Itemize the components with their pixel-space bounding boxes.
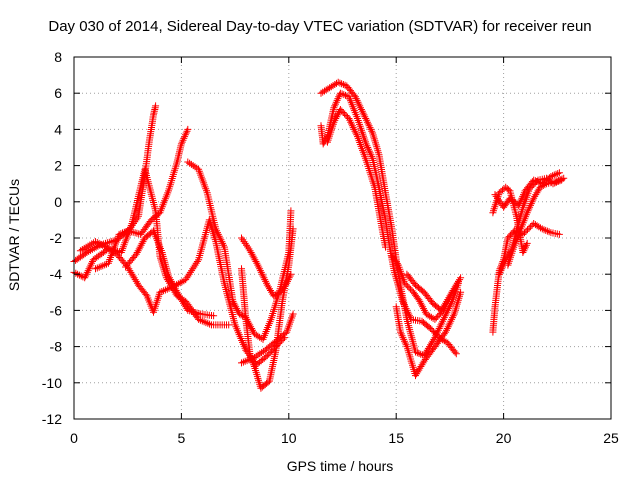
y-tick-label: -2: [50, 230, 63, 246]
series-track-15: [403, 270, 462, 314]
grid: [74, 57, 611, 419]
x-tick-label: 15: [388, 430, 404, 446]
series-track-8: [238, 234, 295, 300]
x-tick-label: 25: [603, 430, 619, 446]
series-markers: [122, 227, 218, 320]
x-tick-label: 5: [178, 430, 186, 446]
series-markers: [238, 225, 297, 392]
series-markers: [238, 310, 297, 367]
series-track-12: [324, 106, 389, 251]
x-tick-label: 20: [496, 430, 512, 446]
series-track-20: [504, 174, 568, 269]
y-tick-label: -12: [42, 411, 62, 427]
series-track-9: [238, 310, 297, 367]
series-markers: [403, 270, 462, 314]
series-markers: [324, 106, 389, 251]
series-track-16: [489, 220, 563, 336]
series-track-11: [317, 78, 462, 360]
y-tick-label: 4: [54, 121, 62, 137]
series-markers: [76, 216, 288, 369]
y-tick-label: 6: [54, 85, 62, 101]
series-markers: [489, 220, 563, 336]
y-tick-label: 8: [54, 49, 62, 65]
series-track-14: [392, 288, 465, 380]
y-tick-label: -6: [50, 302, 63, 318]
series-markers: [317, 78, 462, 360]
series-markers: [238, 234, 295, 300]
y-tick-label: -8: [50, 339, 63, 355]
x-tick-label: 0: [70, 430, 78, 446]
y-tick-label: 2: [54, 158, 62, 174]
ticks: 0 5 10 15 20 25 -12 -10 -8 -6 -4 -2 0 2 4 6 8: [42, 49, 619, 446]
y-axis-label: SDTVAR / TECUs: [6, 179, 22, 291]
y-tick-label: 0: [54, 194, 62, 210]
series-track-3: [76, 216, 288, 369]
data-layer: [70, 78, 568, 392]
x-tick-label: 10: [281, 430, 297, 446]
y-tick-label: -10: [42, 375, 62, 391]
series-markers: [504, 174, 568, 269]
x-axis-label: GPS time / hours: [287, 458, 394, 474]
y-tick-label: -4: [50, 266, 63, 282]
chart-title: Day 030 of 2014, Sidereal Day-to-day VTE…: [48, 18, 592, 35]
series-track-5: [122, 227, 218, 320]
series-markers: [392, 288, 465, 380]
series-markers: [92, 125, 192, 273]
series-track-4: [92, 125, 192, 273]
series-track-7: [238, 225, 297, 392]
